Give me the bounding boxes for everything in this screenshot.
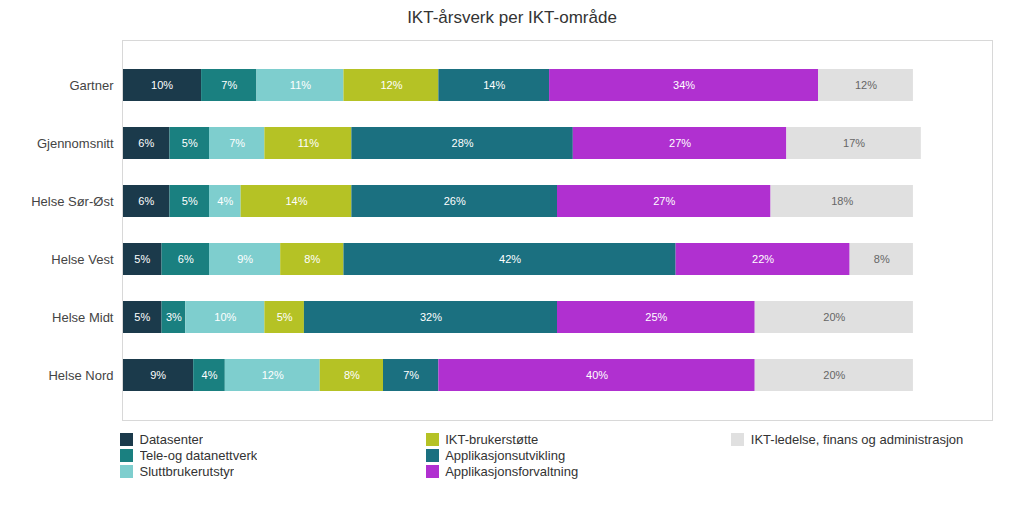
svg-text:3%: 3% <box>166 311 182 323</box>
svg-text:9%: 9% <box>150 369 166 381</box>
svg-text:17%: 17% <box>843 137 865 149</box>
svg-text:5%: 5% <box>182 195 198 207</box>
svg-text:11%: 11% <box>290 79 311 91</box>
html-text:Tele-og datanettverk: Tele-og datanettverk <box>139 448 258 463</box>
svg-text:9%: 9% <box>237 253 253 265</box>
html-text:Applikasjonsforvaltning: Applikasjonsforvaltning <box>445 464 579 479</box>
svg-text:20%: 20% <box>823 369 845 381</box>
svg-text:Helse Vest: Helse Vest <box>51 252 114 267</box>
svg-text:6%: 6% <box>138 137 154 149</box>
svg-text:8%: 8% <box>304 253 320 265</box>
svg-text:Gartner: Gartner <box>69 78 114 93</box>
svg-text:6%: 6% <box>138 195 154 207</box>
html-text:IKT-ledelse, finans og adminis: IKT-ledelse, finans og administrasjon <box>750 432 964 447</box>
svg-text:28%: 28% <box>452 137 474 149</box>
svg-text:42%: 42% <box>499 253 521 265</box>
svg-text:14%: 14% <box>483 79 505 91</box>
svg-text:12%: 12% <box>262 369 284 381</box>
svg-text:4%: 4% <box>217 195 233 207</box>
svg-text:10%: 10% <box>214 311 236 323</box>
svg-text:8%: 8% <box>874 253 890 265</box>
svg-text:40%: 40% <box>586 369 608 381</box>
html-text:Sluttbrukerutstyr: Sluttbrukerutstyr <box>139 464 235 479</box>
svg-text:27%: 27% <box>653 195 675 207</box>
svg-text:34%: 34% <box>673 79 695 91</box>
svg-text:5%: 5% <box>277 311 293 323</box>
svg-text:25%: 25% <box>645 311 667 323</box>
svg-text:11%: 11% <box>298 137 319 149</box>
html-text:IKT-brukerstøtte: IKT-brukerstøtte <box>445 432 539 447</box>
svg-text:Helse Nord: Helse Nord <box>48 368 113 383</box>
svg-text:20%: 20% <box>823 311 845 323</box>
svg-text:27%: 27% <box>669 137 691 149</box>
svg-text:Gjennomsnitt: Gjennomsnitt <box>37 136 114 151</box>
svg-text:32%: 32% <box>420 311 442 323</box>
svg-text:10%: 10% <box>151 79 173 91</box>
svg-text:6%: 6% <box>178 253 194 265</box>
svg-text:7%: 7% <box>221 79 237 91</box>
svg-text:14%: 14% <box>285 195 307 207</box>
html-text:Datasenter: Datasenter <box>139 432 204 447</box>
svg-text:5%: 5% <box>134 253 150 265</box>
svg-text:Helse Sør-Øst: Helse Sør-Øst <box>31 194 114 209</box>
html-text:IKT-årsverk per IKT-område: IKT-årsverk per IKT-område <box>407 8 617 27</box>
svg-text:5%: 5% <box>134 311 150 323</box>
svg-text:18%: 18% <box>831 195 853 207</box>
svg-text:22%: 22% <box>752 253 774 265</box>
html-text:Applikasjonsutvikling: Applikasjonsutvikling <box>445 448 566 463</box>
svg-text:4%: 4% <box>202 369 218 381</box>
svg-text:12%: 12% <box>380 79 402 91</box>
svg-text:8%: 8% <box>344 369 360 381</box>
svg-text:5%: 5% <box>182 137 198 149</box>
svg-text:7%: 7% <box>229 137 245 149</box>
svg-text:7%: 7% <box>403 369 419 381</box>
svg-text:26%: 26% <box>444 195 466 207</box>
svg-text:12%: 12% <box>855 79 877 91</box>
svg-text:Helse Midt: Helse Midt <box>52 310 114 325</box>
